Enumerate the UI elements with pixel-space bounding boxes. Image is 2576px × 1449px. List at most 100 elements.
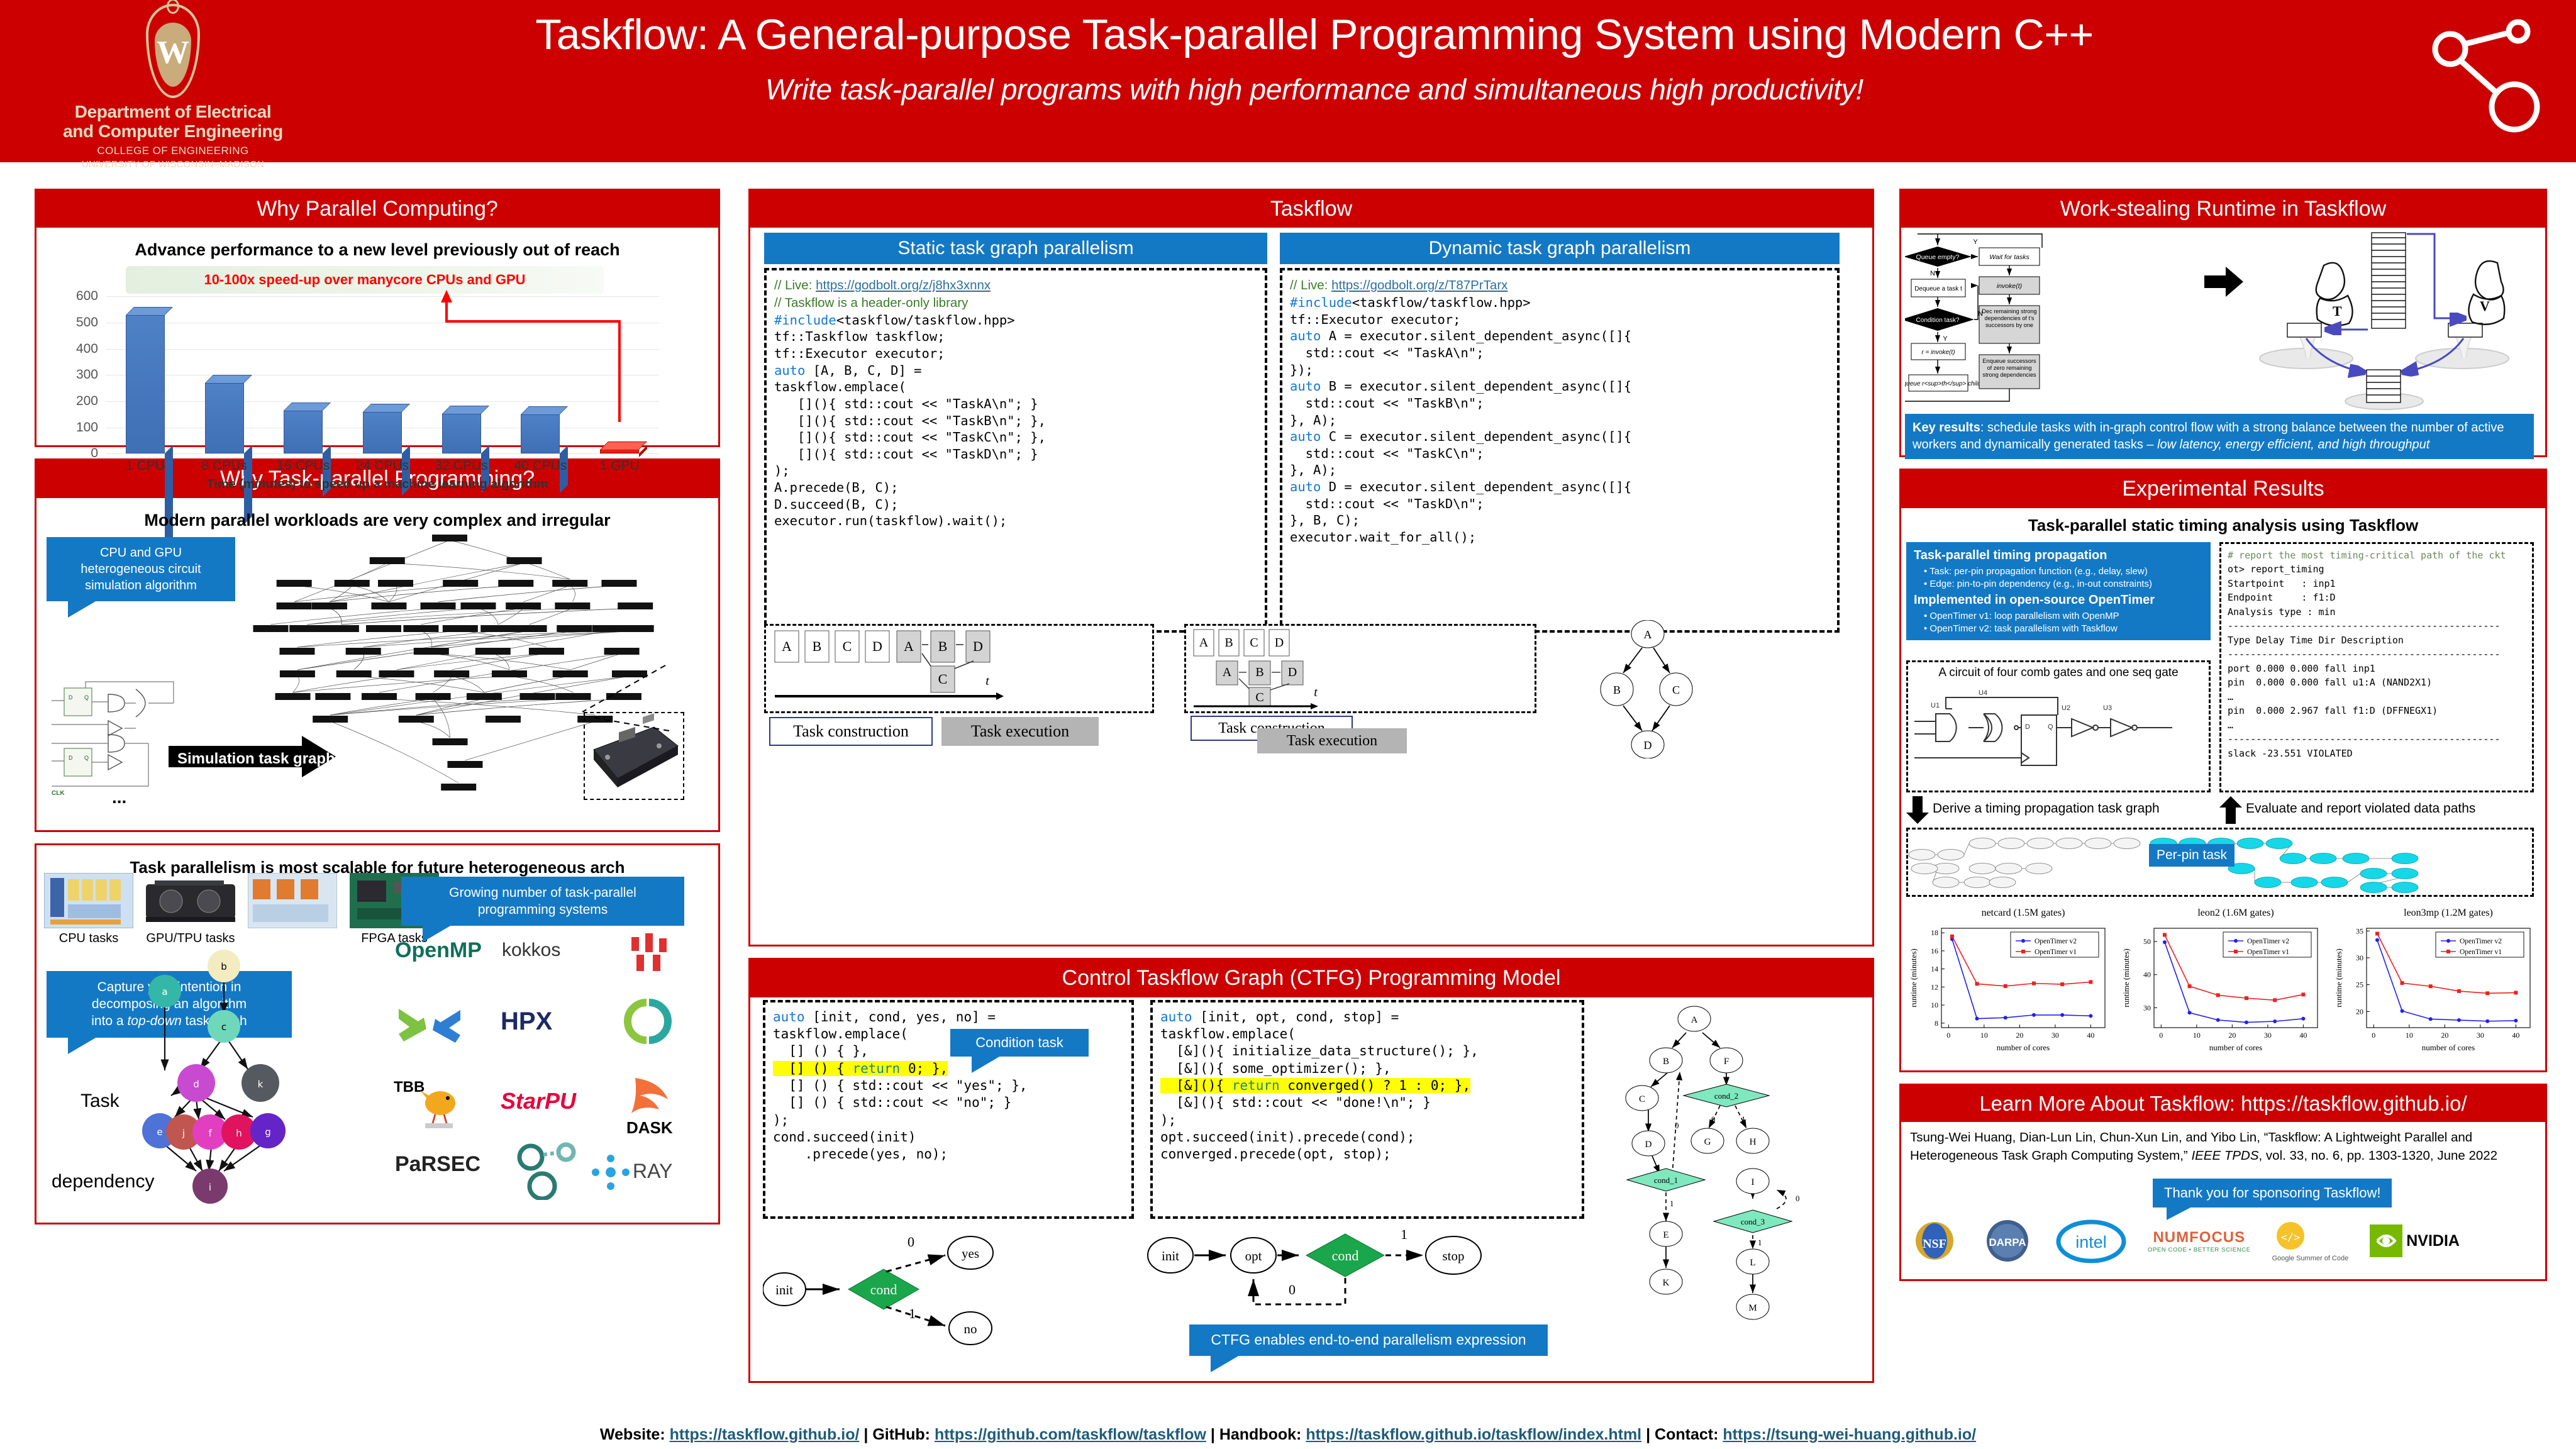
- y-axis-tick: 400: [75, 341, 98, 356]
- flow-wait: Wait for tasks: [1989, 253, 2029, 261]
- svg-text:cond: cond: [870, 1282, 897, 1297]
- flow-condition-task: Condition task?: [1916, 317, 1960, 324]
- static-code-block[interactable]: // Live: https://godbolt.org/z/j8hx3xnnx…: [764, 268, 1267, 633]
- svg-text:k: k: [258, 1079, 264, 1090]
- report-timing-terminal[interactable]: # report the most timing-critical path o…: [2219, 541, 2534, 792]
- logo-ray-text: RAY: [633, 1159, 673, 1182]
- svg-text:1: 1: [1670, 1199, 1674, 1208]
- logo-gsoc-text: Google Summer of Code: [2272, 1255, 2349, 1263]
- godbolt-link-static[interactable]: https://godbolt.org/z/j8hx3xnnx: [816, 278, 991, 293]
- edge-label-0: 0: [1289, 1282, 1296, 1297]
- chart-title: leon3mp (1.2M gates): [2404, 908, 2493, 918]
- dynamic-subhead: Dynamic task graph parallelism: [1280, 233, 1840, 265]
- svg-text:B: B: [938, 638, 948, 654]
- svg-text:D: D: [1645, 1140, 1652, 1150]
- static-task-graph-block: Static task graph parallelism // Live: h…: [764, 233, 1267, 633]
- label-derive-task-graph: Derive a timing propagation task graph: [1933, 801, 2160, 816]
- flow-invoke-r: r = invoke(t): [1921, 349, 1955, 356]
- circuit-caption: A circuit of four comb gates and one seq…: [1938, 665, 2179, 679]
- y-tick: 20: [2356, 1007, 2363, 1016]
- x-tick: 0: [2159, 1031, 2163, 1040]
- ctfg-right-code-block[interactable]: auto [init, opt, cond, stop] = taskflow.…: [1150, 999, 1584, 1219]
- uw-logo: W Department of Electrical and Computer …: [38, 0, 308, 170]
- logo-nvidia-icon: [2370, 1224, 2403, 1258]
- x-axis-tick: 16 CPUs: [277, 458, 330, 474]
- flow-enqueue-successors: Enqueue successors of zero remaining str…: [1982, 358, 2036, 379]
- svg-text:E: E: [1663, 1230, 1668, 1240]
- x-axis-tick: 24 CPUs: [355, 458, 409, 474]
- panel-heading[interactable]: Learn More About Taskflow: https://taskf…: [1901, 1085, 2545, 1123]
- svg-text:D: D: [872, 638, 882, 654]
- logo-tbb-text: TBB: [394, 1079, 425, 1096]
- hw-label-gpu: GPU/TPU tasks: [146, 931, 235, 945]
- y-tick: 40: [2143, 970, 2151, 979]
- footer-contact-link[interactable]: https://tsung-wei-huang.github.io/: [1723, 1426, 1977, 1443]
- svg-text:1: 1: [1758, 1238, 1762, 1247]
- label-evaluate-paths: Evaluate and report violated data paths: [2246, 801, 2476, 816]
- hw-label-fpga: FPGA tasks: [361, 931, 428, 945]
- footer-github-link[interactable]: https://github.com/taskflow/taskflow: [934, 1426, 1206, 1443]
- timeline-dynamic: A B C D A B D C t: [1184, 624, 1536, 714]
- footer-github-label: GitHub:: [872, 1426, 930, 1443]
- panel1-subtitle: Advance performance to a new level previ…: [135, 240, 620, 260]
- y-tick: 10: [1931, 1001, 1938, 1009]
- legend-task-execution-dynamic: Task execution: [1257, 728, 1407, 754]
- y-axis-tick: 500: [75, 315, 98, 330]
- svg-text:K: K: [1663, 1278, 1670, 1288]
- series-line: [2377, 940, 2516, 1022]
- citation: Tsung-Wei Huang, Dian-Lun Lin, Chun-Xun …: [1910, 1130, 2498, 1163]
- cpu-die-image: [44, 872, 133, 928]
- panel-heading: Experimental Results: [1901, 470, 2545, 508]
- svg-text:cond: cond: [1332, 1248, 1359, 1263]
- x-tick: 30: [2264, 1031, 2272, 1040]
- legend-entry: OpenTimer v2: [2035, 938, 2077, 945]
- logo-starpu: StarPU: [501, 1087, 577, 1114]
- x-tick: 10: [2193, 1031, 2201, 1040]
- y-tick: 14: [1931, 964, 1938, 973]
- svg-text:C: C: [1250, 636, 1258, 650]
- legend-entry: OpenTimer v1: [2460, 948, 2502, 956]
- left-column: Why Parallel Computing? Advance performa…: [35, 189, 720, 1236]
- logo-nimbus-icon: [624, 998, 672, 1044]
- footer-handbook-link[interactable]: https://taskflow.github.io/taskflow/inde…: [1306, 1426, 1642, 1443]
- svg-text:A: A: [904, 638, 914, 654]
- y-tick: 16: [1931, 947, 1938, 955]
- x-tick: 20: [2016, 1031, 2023, 1040]
- logo-dask-text: DASK: [626, 1118, 673, 1137]
- info-b3: OpenTimer v1: loop parallelism with Open…: [1929, 610, 2119, 621]
- svg-text:F: F: [1724, 1057, 1729, 1067]
- svg-text:yes: yes: [962, 1246, 979, 1261]
- zoom-connector-lines: [582, 664, 670, 731]
- svg-text:j: j: [182, 1128, 185, 1139]
- callout-condition-task: Condition task: [950, 1028, 1089, 1073]
- flow-label-n2: N: [1978, 310, 1983, 318]
- x-tick: 0: [2372, 1031, 2375, 1040]
- key-results-banner: Key results: schedule tasks with in-grap…: [1905, 414, 2534, 460]
- logo-nsf-icon: NSF: [1916, 1222, 1953, 1260]
- logo-darpa-icon: DARPA: [1987, 1220, 2028, 1262]
- svg-text:0: 0: [1796, 1194, 1800, 1203]
- x-tick: 40: [2087, 1031, 2094, 1040]
- x-tick: 40: [2512, 1031, 2519, 1040]
- circuit-diagram-box: A circuit of four comb gates and one seq…: [1906, 660, 2211, 792]
- hw-label-cpu: CPU tasks: [58, 931, 119, 945]
- x-axis-tick: 8 CPUs: [201, 458, 247, 474]
- info-h1: Task-parallel timing propagation: [1914, 548, 2107, 562]
- godbolt-link-dynamic[interactable]: https://godbolt.org/z/T87PrTarx: [1331, 278, 1508, 293]
- svg-text:D: D: [1644, 739, 1652, 752]
- terminal-output: # report the most timing-critical path o…: [2228, 549, 2506, 759]
- per-pin-task-graph: [1908, 837, 2419, 893]
- footer-website-link[interactable]: https://taskflow.github.io/: [669, 1426, 860, 1443]
- logo-intel-icon: intel: [2056, 1219, 2126, 1263]
- svg-text:e: e: [157, 1126, 162, 1138]
- gpu-card-image: [146, 880, 235, 922]
- svg-text:B: B: [1224, 636, 1233, 650]
- logo-openmp: OpenMP: [395, 938, 482, 962]
- y-axis-tick: 600: [75, 289, 98, 304]
- legend-entry: OpenTimer v2: [2460, 938, 2502, 945]
- callout-per-pin-task: Per-pin task: [2149, 843, 2235, 867]
- flow-dec-dependencies: Dec remaining strong dependencies of t's…: [1982, 308, 2037, 329]
- dynamic-code-block[interactable]: // Live: https://godbolt.org/z/T87PrTarx…: [1280, 268, 1840, 633]
- timeline-static: A B C D A B D C t: [764, 624, 1154, 714]
- flow-queue-empty: Queue empty?: [1916, 253, 1960, 261]
